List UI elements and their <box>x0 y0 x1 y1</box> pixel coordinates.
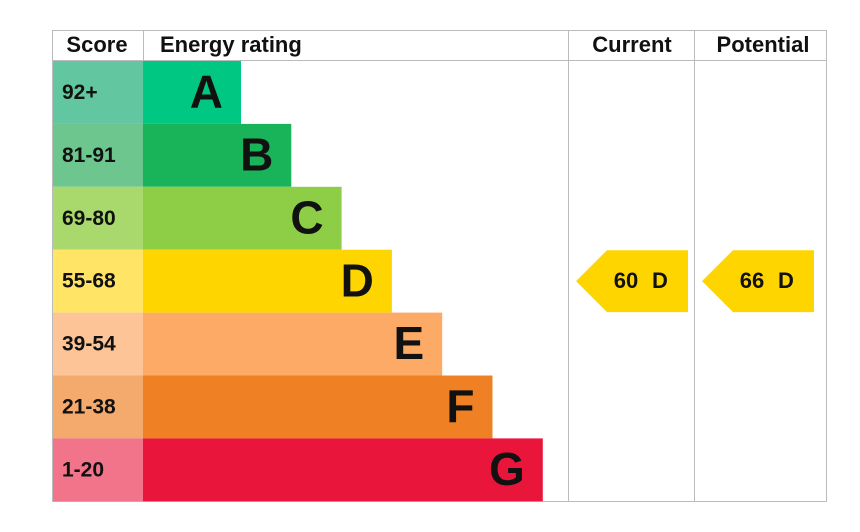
rating-bar <box>143 438 543 502</box>
rating-bar <box>143 249 392 313</box>
score-range: 1-20 <box>62 458 104 481</box>
rating-letter: E <box>394 317 425 369</box>
score-cell <box>53 375 143 439</box>
rating-bar <box>143 186 342 250</box>
rating-bar <box>143 123 292 187</box>
potential-pointer <box>702 250 814 313</box>
score-cell <box>53 123 143 187</box>
score-range: 69-80 <box>62 207 116 230</box>
score-cell <box>53 186 143 250</box>
score-cell <box>53 312 143 376</box>
rating-letter: C <box>290 191 323 243</box>
score-range: 81-91 <box>62 144 116 167</box>
header-potential: Potential <box>717 32 810 57</box>
rating-bar <box>143 375 493 439</box>
current-rating: D <box>652 268 668 293</box>
header-score: Score <box>66 32 127 57</box>
header-current: Current <box>592 32 672 57</box>
rating-letter: F <box>446 380 474 432</box>
rating-letter: A <box>190 66 223 118</box>
table-border <box>52 30 827 502</box>
score-cell <box>53 249 143 313</box>
rating-letter: G <box>489 443 525 495</box>
current-score: 60 <box>614 268 638 293</box>
rating-bar <box>143 61 241 124</box>
score-cell <box>53 438 143 502</box>
score-range: 55-68 <box>62 270 116 293</box>
rating-bar <box>143 312 443 376</box>
potential-rating: D <box>778 268 794 293</box>
rating-letter: D <box>341 254 374 306</box>
score-cell <box>53 61 143 124</box>
potential-score: 66 <box>740 268 764 293</box>
score-range: 39-54 <box>62 333 116 356</box>
rating-letter: B <box>240 129 273 181</box>
current-pointer <box>576 250 688 313</box>
score-range: 92+ <box>62 81 98 104</box>
header-energy-rating: Energy rating <box>160 32 302 57</box>
score-range: 21-38 <box>62 395 116 418</box>
